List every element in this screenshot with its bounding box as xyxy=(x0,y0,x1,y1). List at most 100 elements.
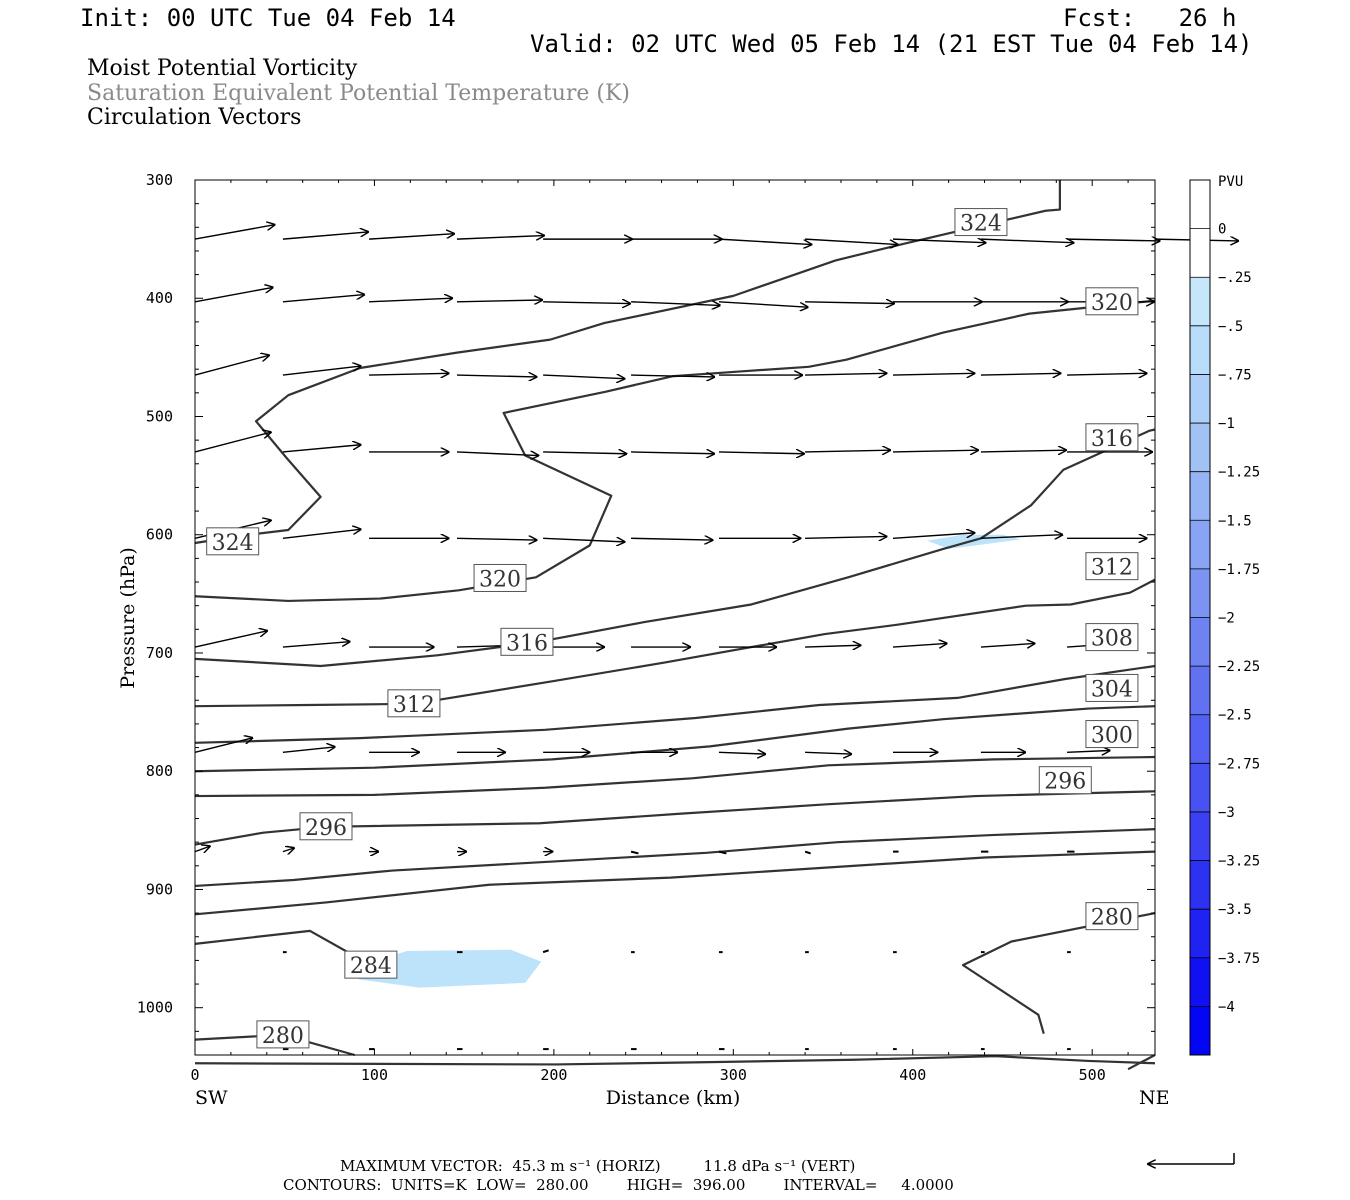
circulation-vector xyxy=(282,232,368,240)
circulation-vector xyxy=(282,747,335,753)
y-tick-label: 700 xyxy=(146,644,173,662)
colorbar-label: −.75 xyxy=(1218,367,1252,383)
contour-label-box xyxy=(473,563,527,592)
pv-shaded-region xyxy=(927,534,1021,549)
circulation-vector xyxy=(718,752,765,754)
colorbar-label: −.5 xyxy=(1218,319,1243,335)
contour-label-box xyxy=(299,812,353,841)
contour-label-box xyxy=(206,527,260,556)
circulation-vector xyxy=(456,375,537,377)
colorbar-swatch xyxy=(1190,228,1210,278)
circulation-vector xyxy=(194,287,273,303)
contour-label: 304 xyxy=(1091,677,1133,702)
circulation-vector xyxy=(542,949,549,954)
circulation-vector xyxy=(282,529,361,539)
circulation-vector xyxy=(456,300,542,302)
contour-label-box xyxy=(500,627,554,656)
circulation-vector xyxy=(893,450,978,452)
y-tick-label: 900 xyxy=(146,880,173,898)
contour-label: 316 xyxy=(1091,427,1133,452)
circulation-vector xyxy=(980,373,1061,375)
axis-tick-layer: 0 100 200 300 400 500 300 400 500 600 700 800 900 100… xyxy=(137,171,1155,1084)
circulation-vector xyxy=(892,533,974,539)
contour-label: 284 xyxy=(350,954,392,979)
theta-es-contour-line xyxy=(194,299,1156,603)
colorbar-label: −3 xyxy=(1218,805,1235,821)
colorbar-label: −3.25 xyxy=(1218,854,1260,870)
circulation-vector xyxy=(718,238,812,244)
colorbar-swatch xyxy=(1190,520,1210,570)
y-tick-label: 600 xyxy=(146,526,173,544)
title-theta-es: Saturation Equivalent Potential Temperat… xyxy=(87,81,630,106)
colorbar-label: −1 xyxy=(1218,416,1235,432)
x-axis-right-end-label: NE xyxy=(1139,1087,1170,1109)
colorbar-swatch xyxy=(1190,763,1210,813)
colorbar-swatch xyxy=(1190,374,1210,424)
circulation-vector xyxy=(631,302,720,306)
contour-label-box xyxy=(1085,673,1139,702)
circulation-vector xyxy=(282,445,361,453)
theta-es-contour-line xyxy=(194,850,1156,916)
contour-label-box xyxy=(1085,720,1139,749)
y-tick-label: 500 xyxy=(146,407,173,425)
theta-es-contour-line xyxy=(194,664,1156,744)
circulation-vector xyxy=(543,302,630,304)
colorbar-label: −2.75 xyxy=(1218,756,1260,772)
circulation-vector xyxy=(630,850,639,855)
init-time: Init: 00 UTC Tue 04 Feb 14 xyxy=(80,4,456,32)
circulation-vector xyxy=(980,450,1066,452)
theta-es-contour-line xyxy=(1127,1054,1156,1071)
reference-vector xyxy=(1148,1153,1235,1164)
colorbar-label: −2 xyxy=(1218,611,1235,627)
theta-es-contour-line xyxy=(194,1055,1156,1066)
circulation-vector xyxy=(631,375,714,377)
x-axis-title: Distance (km) xyxy=(606,1087,741,1109)
contour-label: 280 xyxy=(262,1024,304,1049)
circulation-vector xyxy=(282,366,361,376)
contour-label-box xyxy=(1085,623,1139,652)
contour-label: 296 xyxy=(305,816,347,841)
theta-es-contour-line xyxy=(194,790,1156,846)
circulation-vector xyxy=(456,236,544,240)
circulation-vector xyxy=(631,538,712,540)
x-tick-label: 200 xyxy=(540,1066,567,1084)
colorbar-swatch xyxy=(1190,423,1210,473)
theta-es-contour-line xyxy=(194,755,1156,798)
contour-info-note: CONTOURS: UNITS=K LOW= 280.00 HIGH= 396.… xyxy=(283,1176,954,1194)
colorbar-label: −1.75 xyxy=(1218,562,1260,578)
forecast-hour: Fcst: 26 h xyxy=(1063,4,1237,32)
colorbar-swatch xyxy=(1190,325,1210,375)
circulation-vector xyxy=(805,752,851,754)
contour-label: 324 xyxy=(212,531,254,556)
circulation-vector xyxy=(282,642,350,648)
y-axis-title: Pressure (hPa) xyxy=(117,547,139,689)
colorbar-label: 0 xyxy=(1218,222,1226,238)
colorbar-swatch xyxy=(1190,714,1210,764)
colorbar-swatch xyxy=(1190,957,1210,1007)
colorbar-unit-label: PVU xyxy=(1218,174,1243,190)
x-tick-label: 100 xyxy=(361,1066,388,1084)
pv-colorbar: 0 −.25 −.5 −.75 −1 −1.25 −1.5 −1.75 −2 −2.25 −2.5 −… xyxy=(1189,179,1260,1056)
colorbar-label: −1.25 xyxy=(1218,465,1260,481)
circulation-vector xyxy=(805,536,886,538)
y-tick-label: 800 xyxy=(146,762,173,780)
circulation-vector xyxy=(718,850,727,855)
contour-label: 300 xyxy=(1091,724,1133,749)
contour-label-box xyxy=(1085,902,1139,931)
plot-frame xyxy=(194,179,1156,1056)
colorbar-swatch xyxy=(1190,471,1210,521)
contour-label-layer: 3243243203203163163123123083043002962962… xyxy=(206,208,1139,1049)
circulation-vector xyxy=(456,538,537,540)
colorbar-swatch xyxy=(1190,617,1210,667)
circulation-vector xyxy=(1067,750,1110,752)
circulation-vector xyxy=(543,538,624,542)
circulation-vector xyxy=(805,238,898,244)
x-axis-left-end-label: SW xyxy=(195,1087,228,1109)
colorbar-label: −2.5 xyxy=(1218,708,1252,724)
contour-label: 316 xyxy=(506,631,548,656)
contour-label-box xyxy=(1085,287,1139,316)
y-tick-label: 300 xyxy=(146,171,173,189)
contour-label: 320 xyxy=(1091,291,1133,316)
colorbar-label: −3.5 xyxy=(1218,902,1252,918)
theta-es-contour-line xyxy=(194,180,1061,545)
